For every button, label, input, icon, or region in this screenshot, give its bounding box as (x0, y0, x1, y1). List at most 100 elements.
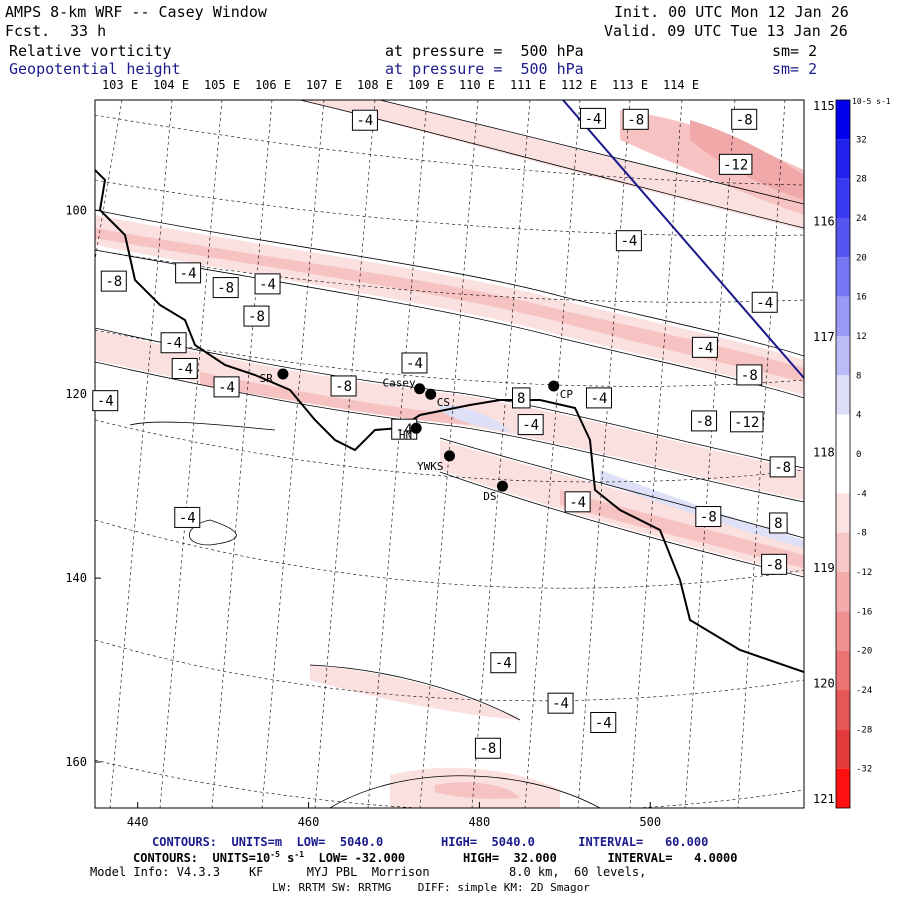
contour-label: -12 (734, 415, 759, 431)
contour-label-box (92, 390, 119, 412)
contour-label: -8 (480, 741, 497, 757)
contour-label: -4 (259, 277, 276, 293)
station-label: SR (260, 372, 274, 385)
lon-label: 104 E (153, 78, 189, 92)
colorbar-label: 24 (856, 214, 867, 224)
field1-sm: sm= 2 (772, 42, 818, 60)
contour-label-box (175, 262, 202, 284)
contour-label: -8 (217, 281, 234, 297)
lon-label: 114 E (663, 78, 699, 92)
contour-label: -4 (591, 391, 608, 407)
contour-label: -4 (585, 111, 602, 127)
contour-label-box (585, 387, 612, 409)
contour-label: -8 (248, 309, 265, 325)
station-label: CP (560, 388, 574, 401)
contour-label: -4 (218, 380, 235, 396)
colorbar-swatch (836, 454, 850, 494)
colorbar-label: -4 (856, 489, 867, 499)
colorbar-swatch (836, 257, 850, 297)
contour-label-box (174, 506, 201, 528)
station-marker (548, 380, 560, 392)
colorbar-swatch (836, 729, 850, 769)
station-label: YWKS (417, 460, 444, 473)
valid-time: Valid. 09 UTC Tue 13 Jan 26 (604, 22, 848, 40)
y-tick-label: 140 (65, 571, 87, 585)
colorbar-label: 8 (856, 371, 861, 381)
contour-label: 8 (517, 391, 525, 407)
colorbar-swatch (836, 690, 850, 730)
colorbar-label: -20 (856, 647, 872, 657)
lon-label: 106 E (255, 78, 291, 92)
colorbar-label: -24 (856, 686, 872, 696)
colorbar-label: 20 (856, 253, 867, 263)
colorbar-frame (835, 99, 851, 809)
contour-label-box (243, 305, 270, 327)
fcst-label: Fcst. (5, 22, 51, 40)
contours2-c: s (279, 851, 295, 865)
contour-label-box (517, 414, 544, 436)
colorbar-label: -12 (856, 568, 872, 578)
field2-level: at pressure = 500 hPa (385, 60, 584, 78)
station-marker (410, 422, 422, 434)
footer-model-info: Model Info: V4.3.3 KF MYJ PBL Morrison 8… (90, 865, 647, 879)
coastline (95, 169, 804, 673)
plot-frame (94, 99, 805, 809)
contour-label: -8 (105, 274, 122, 290)
lon-label: 111 E (510, 78, 546, 92)
contour-label-box (580, 107, 607, 129)
contour-label-box (736, 364, 763, 386)
contour-label: -8 (741, 368, 758, 384)
contour-label-box (691, 410, 718, 432)
contour-label: -4 (696, 340, 713, 356)
colorbar-label: 12 (856, 332, 867, 342)
contour-label-box (761, 553, 788, 575)
colorbar-swatch (836, 611, 850, 651)
contour-label: -4 (522, 418, 539, 434)
contour-label-box (512, 387, 531, 409)
contour-label-box (564, 491, 591, 513)
colorbar: 32 28 24 20 16 12 8 4 0 -4 -8 -12 -16 -20 -24 -28 -32 10-… (835, 97, 891, 809)
contour-label: -8 (696, 414, 713, 430)
station-marker (414, 383, 426, 395)
contour-label-box (769, 456, 796, 478)
contour-label: -8 (627, 112, 644, 128)
station-marker (277, 368, 289, 380)
contour-label: -4 (179, 510, 196, 526)
contour-label-box (171, 357, 198, 379)
colorbar-swatch (836, 493, 850, 533)
contours2-a: CONTOURS: UNITS=10 (133, 851, 271, 865)
contour-label: -8 (335, 379, 352, 395)
field2-name: Geopotential height (9, 60, 181, 78)
colorbar-swatch (836, 532, 850, 572)
footer-model-info2: LW: RRTM SW: RRTMG DIFF: simple KM: 2D S… (272, 881, 590, 894)
contour-label: -8 (774, 460, 791, 476)
contour-label: -4 (552, 696, 569, 712)
fcst-value: 33 h (70, 22, 107, 40)
contour-label: -4 (569, 495, 586, 511)
contour-label: -4 (357, 113, 374, 129)
contour-label: -4 (406, 356, 423, 372)
field1-name: Relative vorticity (9, 42, 172, 60)
x-tick-label: 500 (639, 815, 661, 829)
contour-label-box (474, 737, 501, 759)
y-axis: 100 120 140 160 (65, 203, 101, 769)
contour-label-box (100, 270, 127, 292)
colorbar-label: 0 (856, 450, 861, 460)
contour-label: -4 (396, 422, 413, 438)
colorbar-swatch (836, 650, 850, 690)
contour-labels: -4 -8 -4 -8 -4 -8 -4 -4 -4 -8 -4 -4 8 -4 -4 -4 -4 -8 -8 -12… (92, 107, 796, 759)
lon-label: 103 E (102, 78, 138, 92)
y-tick-label: 160 (65, 755, 87, 769)
colorbar-label: 16 (856, 293, 867, 303)
y-tick-label: 120 (65, 387, 87, 401)
contour-label-box (213, 376, 240, 398)
colorbar-units: 10-5 s-1 (852, 97, 891, 106)
contour-label-box (254, 273, 281, 295)
colorbar-label: -32 (856, 765, 872, 775)
colorbar-swatch (836, 375, 850, 415)
vorticity-contours (95, 100, 804, 808)
contour-label-box (691, 336, 718, 358)
lon-label: 108 E (357, 78, 393, 92)
contour-label-box (695, 506, 722, 528)
contour-label: -4 (756, 295, 773, 311)
